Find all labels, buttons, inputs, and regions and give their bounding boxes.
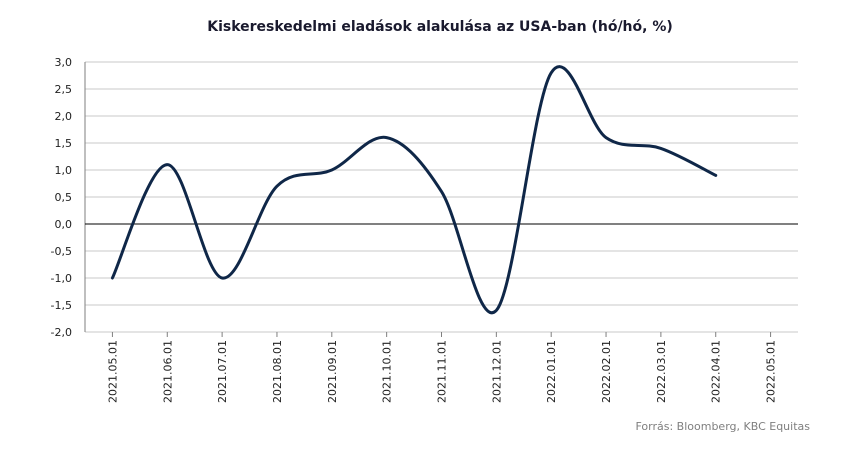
y-axis: 3,0 2,5 2,0 1,5 1,0 0,5 0,0 -0,5 -1,0 -1,5 -2,0: [51, 56, 86, 339]
data-point: [111, 277, 114, 280]
y-tick-label: 0,5: [55, 191, 73, 204]
x-tick-label: 2022.05.01: [765, 340, 778, 403]
x-tick-label: 2021.06.01: [161, 340, 174, 403]
x-tick-label: 2021.09.01: [326, 340, 339, 403]
data-point: [440, 190, 443, 193]
x-tick-label: 2022.03.01: [655, 340, 668, 403]
x-tick-label: 2021.11.01: [436, 340, 449, 403]
data-point: [550, 71, 553, 74]
x-tick-label: 2021.12.01: [490, 340, 503, 403]
source-note: Forrás: Bloomberg, KBC Equitas: [635, 420, 810, 433]
data-point: [166, 163, 169, 166]
data-point: [221, 277, 224, 280]
y-tick-label: 2,0: [55, 110, 73, 123]
data-point: [605, 136, 608, 139]
data-point: [495, 309, 498, 312]
y-tick-label: -1,5: [51, 299, 72, 312]
data-point: [330, 169, 333, 172]
y-tick-label: -2,0: [51, 326, 72, 339]
x-axis: 2021.05.01 2021.06.01 2021.07.01 2021.08.01…: [85, 223, 798, 403]
series-line-0: [110, 65, 718, 315]
gridlines: [85, 61, 798, 333]
y-tick-label: 1,5: [55, 137, 73, 150]
chart-title: Kiskereskedelmi eladások alakulása az US…: [207, 19, 673, 35]
series-group: [110, 65, 718, 315]
data-point: [385, 136, 388, 139]
data-point: [275, 185, 278, 188]
y-tick-label: 1,0: [55, 164, 73, 177]
y-tick-label: 3,0: [55, 56, 73, 69]
y-tick-label: 0,0: [55, 218, 73, 231]
x-tick-label: 2022.01.01: [545, 340, 558, 403]
x-tick-label: 2021.05.01: [106, 340, 119, 403]
x-tick-label: 2021.08.01: [271, 340, 284, 403]
x-tick-label: 2022.02.01: [600, 340, 613, 403]
y-tick-label: -0,5: [51, 245, 72, 258]
data-point: [714, 174, 717, 177]
y-tick-label: -1,0: [51, 272, 72, 285]
data-point: [659, 147, 662, 150]
x-tick-label: 2022.04.01: [710, 340, 723, 403]
x-tick-label: 2021.10.01: [381, 340, 394, 403]
x-tick-label: 2021.07.01: [216, 340, 229, 403]
y-tick-label: 2,5: [55, 83, 73, 96]
